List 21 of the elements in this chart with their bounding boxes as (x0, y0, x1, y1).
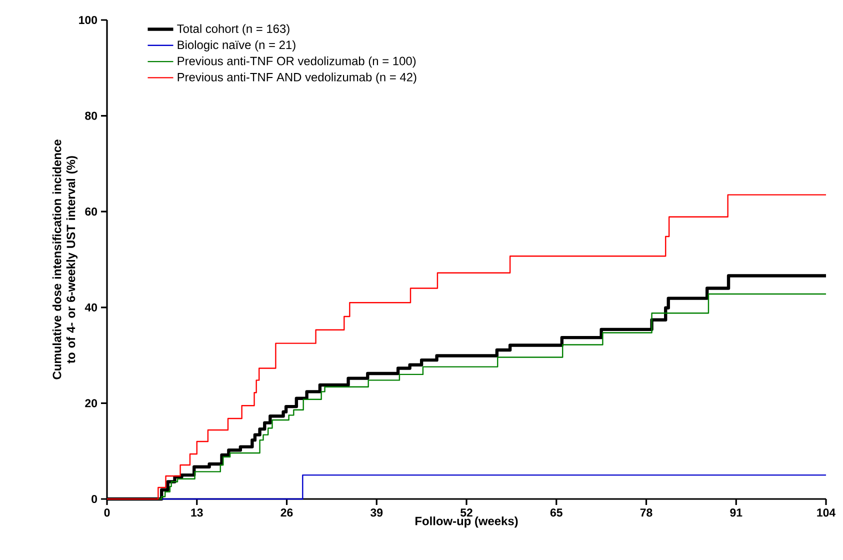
legend-label: Total cohort (n = 163) (177, 24, 290, 36)
x-tick-label: 39 (370, 508, 383, 517)
x-axis-title: Follow-up (weeks) (415, 516, 518, 528)
y-tick-label: 20 (85, 399, 98, 408)
legend-label: Biologic naïve (n = 21) (178, 40, 296, 52)
x-tick-label: 65 (550, 508, 562, 517)
y-axis-title: Cumulative dose intensification incidence to of 4- or 6-weekly UST interval (%) (52, 140, 78, 380)
legend-label: Previous anti-TNF OR vedolizumab (n = 100) (178, 56, 416, 68)
y-tick-label: 0 (92, 494, 98, 504)
x-tick-label: 52 (460, 508, 472, 517)
y-tick-label: 40 (84, 303, 98, 312)
x-tick-label: 0 (104, 508, 110, 517)
x-tick-label: 91 (730, 508, 742, 517)
x-tick-label: 104 (817, 508, 836, 517)
y-tick-label: 60 (85, 208, 98, 216)
y-tick-label: 100 (79, 16, 98, 24)
x-tick-label: 26 (280, 508, 293, 517)
x-tick-label: 78 (640, 508, 652, 517)
legend-label: Previous anti-TNF AND vedolizumab (n = 42) (178, 72, 416, 84)
x-tick-label: 13 (191, 508, 203, 517)
y-tick-label: 80 (85, 112, 98, 120)
